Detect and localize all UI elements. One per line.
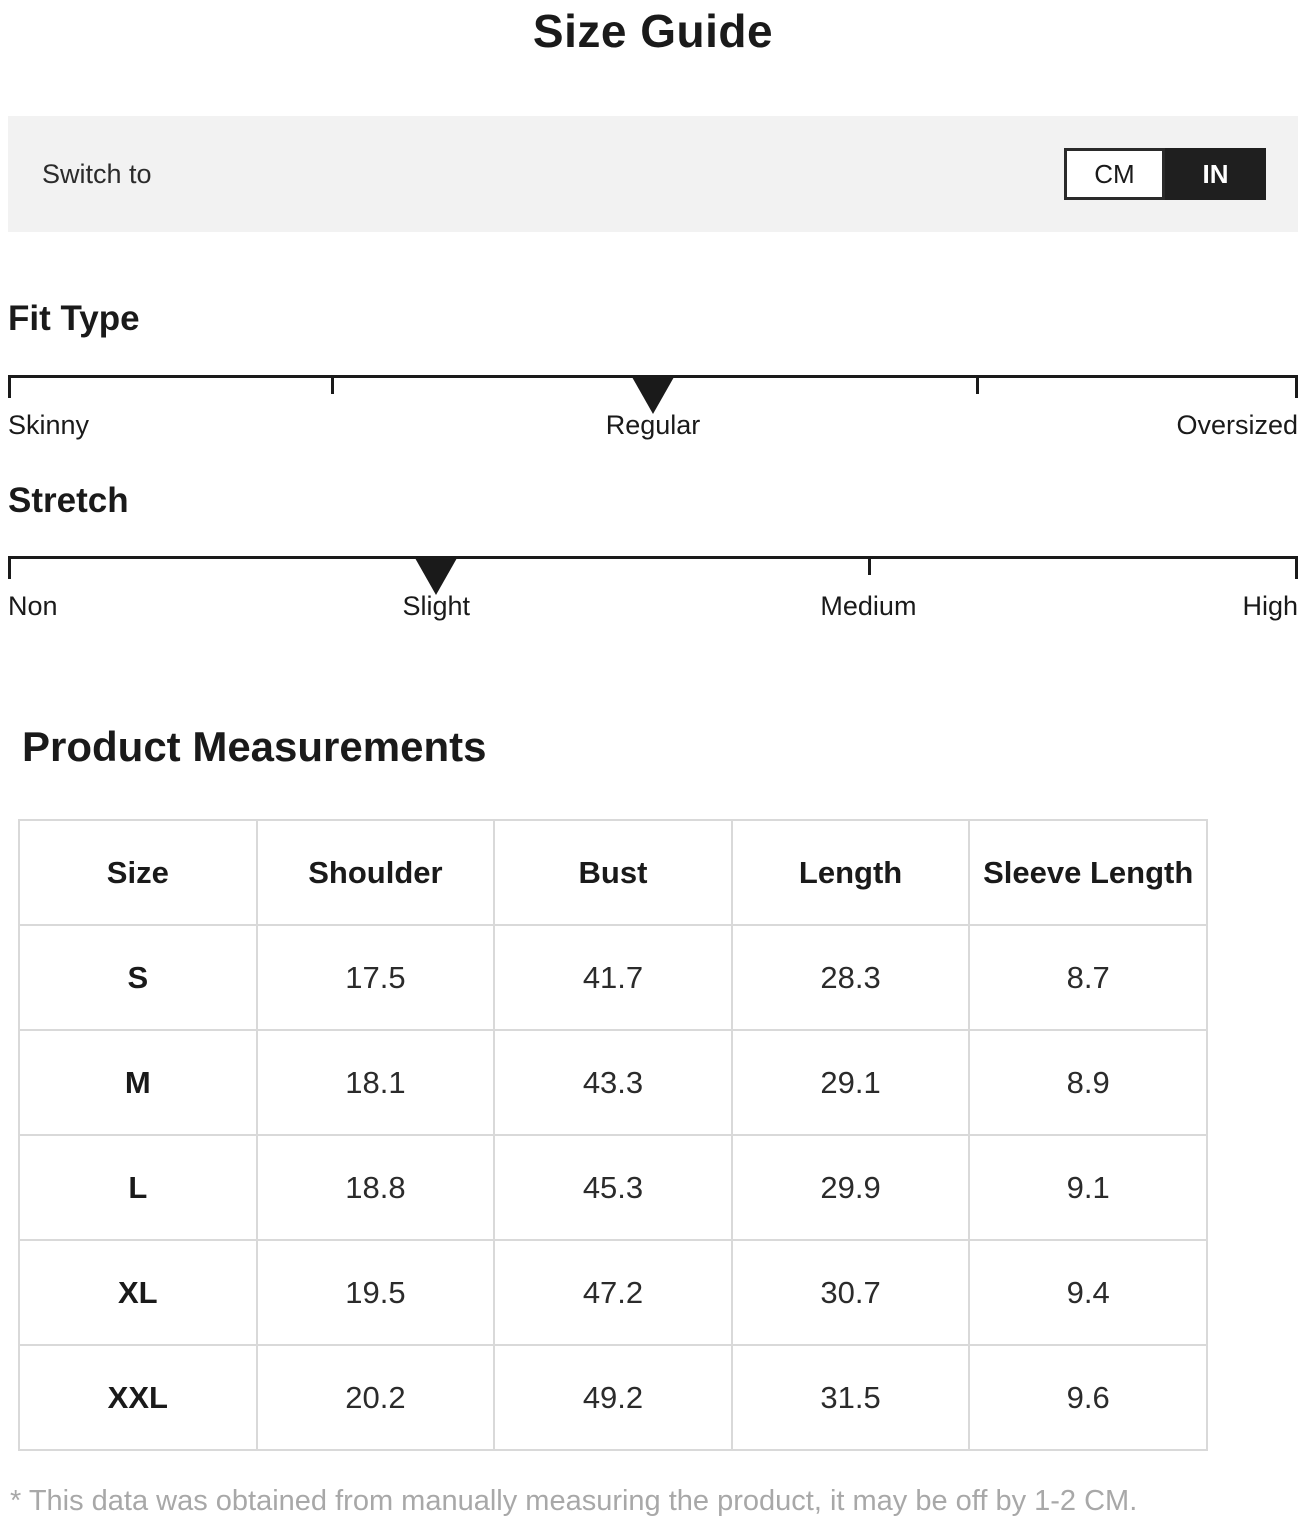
sleeve-length-value: 8.7 xyxy=(968,924,1208,1031)
table-row: XL 19.5 47.2 30.7 9.4 xyxy=(18,1239,1208,1346)
size-value: XL xyxy=(18,1239,258,1346)
shoulder-value: 19.5 xyxy=(255,1239,496,1346)
bust-value: 49.2 xyxy=(493,1344,733,1451)
bust-value: 45.3 xyxy=(493,1134,733,1241)
shoulder-value: 18.1 xyxy=(255,1029,496,1136)
fit-type-tick-quarter xyxy=(330,377,334,394)
fit-type-heading: Fit Type xyxy=(8,299,140,338)
sleeve-length-value: 9.1 xyxy=(968,1134,1208,1241)
page-title: Size Guide xyxy=(532,5,774,57)
stretch-track xyxy=(8,556,1298,595)
fit-type-tick-three-quarter xyxy=(975,377,979,394)
fit-type-labels: Skinny Regular Oversized xyxy=(8,410,1298,446)
column-header-sleeve-length: Sleeve Length xyxy=(968,819,1208,926)
stretch-label-medium: Medium xyxy=(820,591,917,621)
switch-to-label: Switch to xyxy=(42,158,152,189)
length-value: 28.3 xyxy=(730,924,971,1031)
size-value: S xyxy=(18,924,258,1031)
stretch-tick-two-thirds xyxy=(868,559,872,575)
unit-cm-button[interactable]: CM xyxy=(1064,148,1165,200)
stretch-heading: Stretch xyxy=(8,480,129,520)
column-header-size: Size xyxy=(18,819,258,926)
stretch-tick-end xyxy=(1295,559,1298,579)
length-value: 29.9 xyxy=(730,1134,971,1241)
stretch-slider: Non Slight Medium High xyxy=(8,556,1298,627)
stretch-labels: Non Slight Medium High xyxy=(8,591,1298,627)
shoulder-value: 20.2 xyxy=(255,1344,496,1451)
length-value: 30.7 xyxy=(730,1239,971,1346)
shoulder-value: 17.5 xyxy=(255,924,496,1031)
table-row: XXL 20.2 49.2 31.5 9.6 xyxy=(18,1344,1208,1451)
length-value: 31.5 xyxy=(730,1344,971,1451)
stretch-label-slight: Slight xyxy=(402,591,471,621)
fit-type-track xyxy=(8,374,1298,414)
table-row: L 18.8 45.3 29.9 9.1 xyxy=(18,1134,1208,1241)
measurements-table: Size Shoulder Bust Length Sleeve Length … xyxy=(18,819,1208,1451)
fit-type-label-regular: Regular xyxy=(605,409,701,440)
measurement-disclaimer: * This data was obtained from manually m… xyxy=(10,1485,1138,1517)
bust-value: 41.7 xyxy=(493,924,733,1031)
stretch-label-high: High xyxy=(1242,591,1298,621)
product-measurements-heading: Product Measurements xyxy=(22,723,487,770)
bust-value: 47.2 xyxy=(493,1239,733,1346)
length-value: 29.1 xyxy=(730,1029,971,1136)
fit-type-marker-icon xyxy=(632,376,674,414)
fit-type-label-oversized: Oversized xyxy=(1176,409,1298,440)
unit-in-button[interactable]: IN xyxy=(1165,148,1266,200)
sleeve-length-value: 8.9 xyxy=(968,1029,1208,1136)
stretch-tick-start xyxy=(8,559,11,579)
table-row: M 18.1 43.3 29.1 8.9 xyxy=(18,1029,1208,1136)
unit-toggle: CM IN xyxy=(1064,148,1266,200)
fit-type-tick-end xyxy=(1295,377,1298,398)
sleeve-length-value: 9.4 xyxy=(968,1239,1208,1346)
stretch-marker-icon xyxy=(415,558,458,595)
column-header-length: Length xyxy=(730,819,971,926)
unit-switch-bar: Switch to CM IN xyxy=(8,116,1298,232)
column-header-shoulder: Shoulder xyxy=(255,819,496,926)
column-header-bust: Bust xyxy=(493,819,733,926)
size-value: XXL xyxy=(18,1344,258,1451)
fit-type-label-skinny: Skinny xyxy=(8,409,90,440)
size-value: L xyxy=(18,1134,258,1241)
shoulder-value: 18.8 xyxy=(255,1134,496,1241)
table-row: S 17.5 41.7 28.3 8.7 xyxy=(18,924,1208,1031)
sleeve-length-value: 9.6 xyxy=(968,1344,1208,1451)
bust-value: 43.3 xyxy=(493,1029,733,1136)
stretch-label-non: Non xyxy=(8,591,58,621)
table-header-row: Size Shoulder Bust Length Sleeve Length xyxy=(18,819,1208,926)
fit-type-slider: Skinny Regular Oversized xyxy=(8,374,1298,446)
fit-type-tick-start xyxy=(8,377,11,398)
size-value: M xyxy=(18,1029,258,1136)
